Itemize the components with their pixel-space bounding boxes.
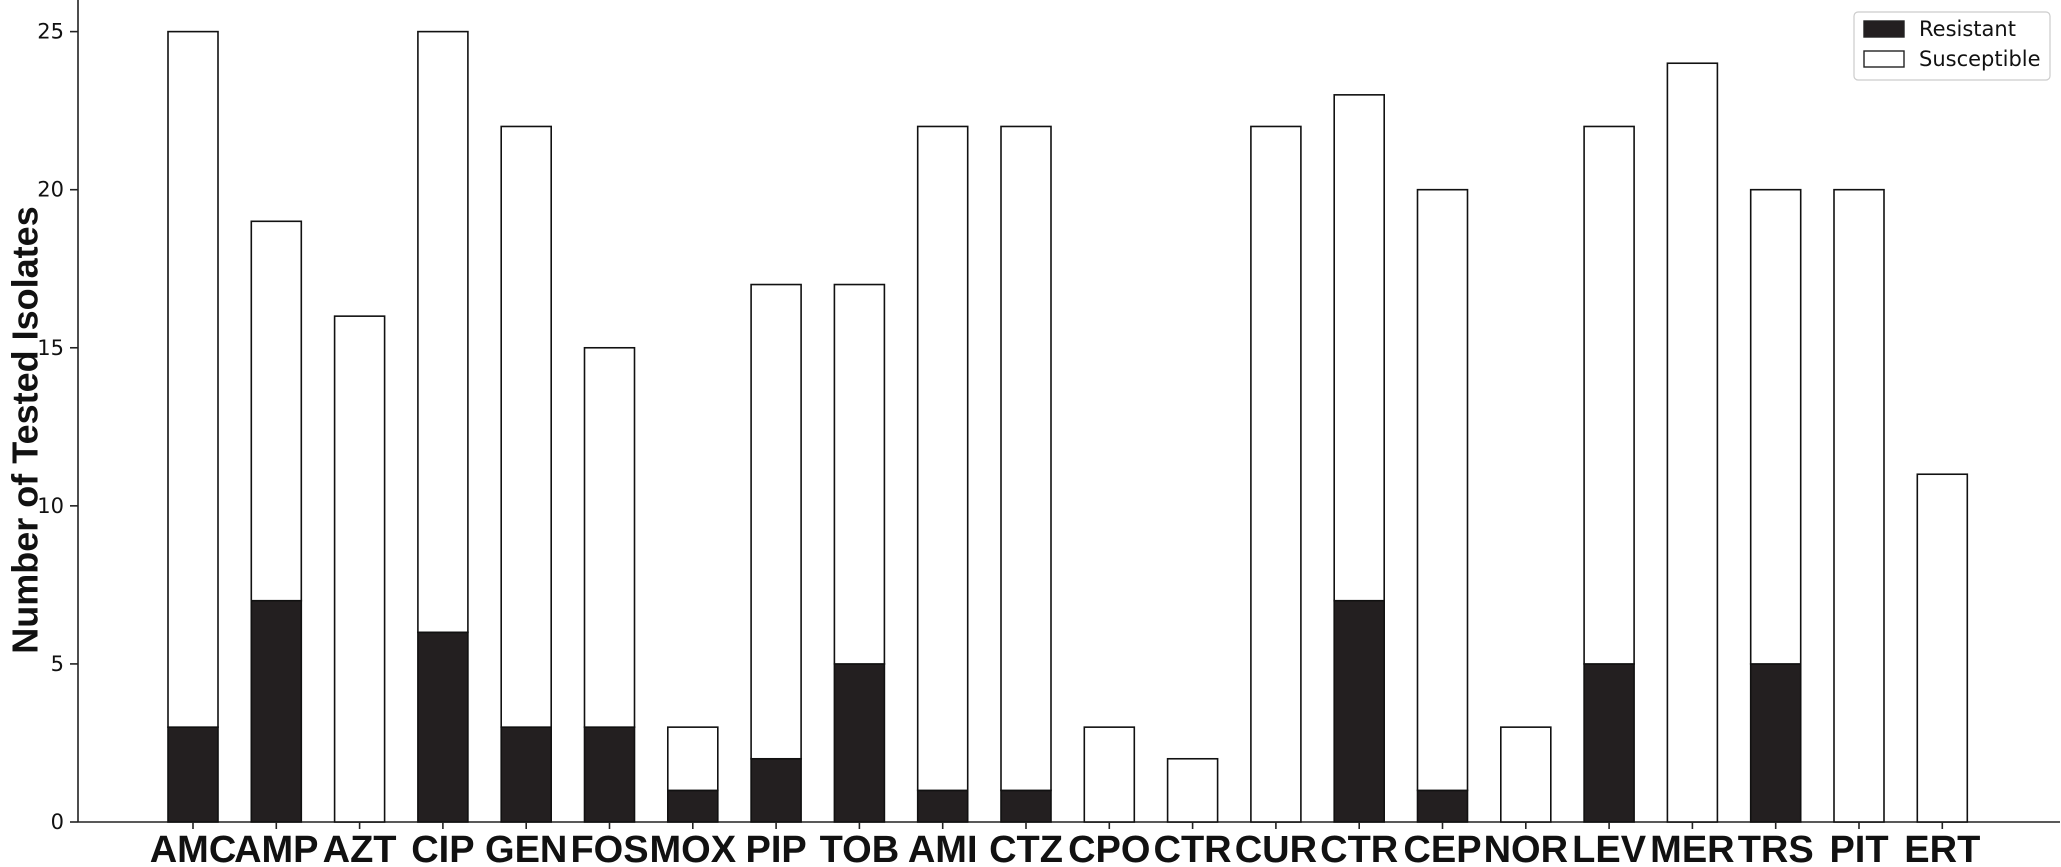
- bar-resistant-lev: [1583, 663, 1635, 823]
- y-tick-label: 25: [37, 20, 64, 44]
- bar-resistant-ami: [916, 789, 969, 823]
- bar-susceptible-ert: [1916, 473, 1969, 823]
- bar-susceptible-cpo: [1083, 726, 1136, 823]
- bar-susceptible-tob: [833, 283, 886, 665]
- bar-resistant-amc: [167, 726, 219, 823]
- y-ticks: 0 5 10 15 20 25: [37, 20, 78, 834]
- bar-susceptible-amp: [250, 220, 303, 602]
- y-tick-label: 15: [37, 336, 64, 360]
- legend-label-susceptible: Susceptible: [1919, 47, 2041, 71]
- x-tick-label: MOX: [650, 829, 737, 867]
- x-tick-label: TOB: [820, 829, 900, 867]
- bar-susceptible-nor: [1500, 726, 1552, 823]
- bar-resistant-cip: [417, 631, 469, 823]
- x-tick-label: CTZ: [989, 829, 1063, 867]
- y-axis-label: Number of Tested Isolates: [5, 206, 46, 653]
- x-tick-label: GEN: [485, 829, 567, 867]
- x-tick-label: CPO: [1068, 829, 1150, 867]
- bar-susceptible-cep: [1416, 188, 1469, 792]
- x-tick-label: MER: [1650, 829, 1734, 867]
- bar-susceptible-pip: [750, 283, 802, 760]
- x-tick-label: LEV: [1572, 829, 1647, 867]
- bar-resistant-amp: [250, 599, 303, 823]
- y-tick-label: 0: [51, 810, 64, 834]
- bar-susceptible-fos: [583, 346, 636, 728]
- y-tick-label: 20: [37, 178, 64, 202]
- y-tick-label: 10: [37, 494, 64, 518]
- x-tick-label: CTR: [1154, 829, 1232, 867]
- bar-susceptible-trs: [1749, 188, 1802, 665]
- bar-resistant-ctz: [1000, 789, 1052, 823]
- bar-resistant-pip: [750, 757, 802, 823]
- bar-susceptible-ctr: [1166, 757, 1219, 823]
- bar-resistant-fos: [583, 726, 636, 823]
- bar-resistant-cep: [1416, 789, 1469, 823]
- bar-susceptible-ami: [916, 125, 969, 792]
- bar-susceptible-cip: [417, 30, 469, 634]
- x-tick-label: FOS: [570, 829, 648, 867]
- bar-susceptible-azt: [333, 315, 386, 823]
- x-tick-label: AZT: [323, 829, 397, 867]
- bar-resistant-ctr: [1333, 599, 1385, 823]
- bars: [167, 30, 1969, 823]
- bar-resistant-mox: [666, 789, 719, 823]
- bar-susceptible-amc: [167, 30, 219, 728]
- bar-susceptible-pit: [1833, 188, 1885, 823]
- bar-susceptible-mox: [666, 726, 719, 792]
- x-tick-label: ERT: [1904, 829, 1980, 867]
- x-tick-label: CIP: [411, 829, 474, 867]
- x-tick-label: CUR: [1235, 829, 1317, 867]
- x-tick-label: CEP: [1403, 829, 1481, 867]
- bar-susceptible-ctr: [1333, 94, 1385, 602]
- x-tick-label: TRS: [1738, 829, 1814, 867]
- x-tick-label: CTR: [1320, 829, 1398, 867]
- bar-susceptible-gen: [500, 125, 553, 728]
- legend-label-resistant: Resistant: [1919, 17, 2016, 41]
- axes: [77, 0, 2060, 823]
- bar-resistant-tob: [833, 663, 886, 823]
- bar-resistant-gen: [500, 726, 553, 823]
- x-tick-label: PIP: [745, 829, 806, 867]
- x-tick-label: AMI: [908, 829, 978, 867]
- bar-resistant-trs: [1749, 663, 1802, 823]
- bar-susceptible-ctz: [1000, 125, 1052, 792]
- bar-susceptible-lev: [1583, 125, 1635, 665]
- y-tick-label: 5: [51, 652, 64, 676]
- legend-swatch-resistant: [1863, 20, 1905, 38]
- x-tick-label: NOR: [1484, 829, 1568, 867]
- x-tick-label: AMP: [234, 829, 318, 867]
- x-tick-label: AMC: [150, 829, 237, 867]
- legend: Resistant Susceptible: [1853, 11, 2051, 81]
- bar-susceptible-mer: [1666, 62, 1719, 823]
- bar-susceptible-cur: [1250, 125, 1302, 823]
- x-tick-label: PIT: [1829, 829, 1888, 867]
- legend-swatch-susceptible: [1863, 50, 1905, 68]
